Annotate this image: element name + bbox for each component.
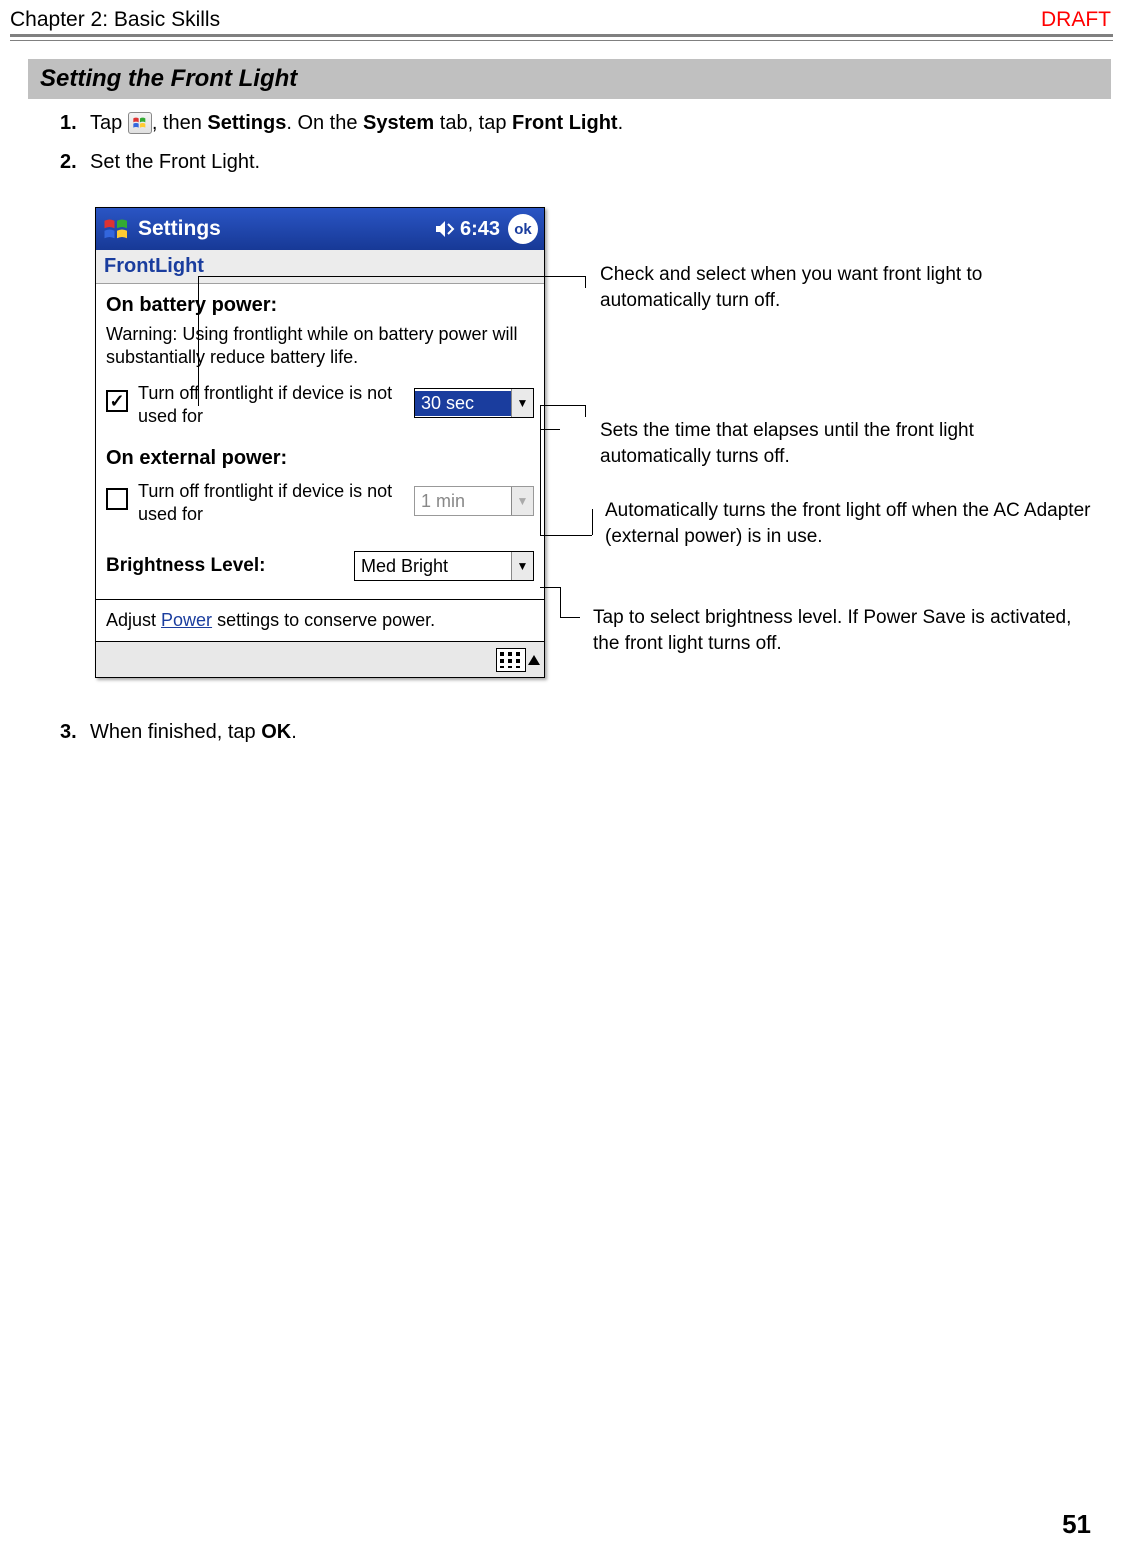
step-text: When finished, tap OK. [90,718,1101,747]
battery-timeout-label: Turn off frontlight if device is not use… [138,382,406,427]
brightness-row: Brightness Level: Med Bright ▼ [96,535,544,599]
start-icon [128,112,152,134]
page-header: Chapter 2: Basic Skills DRAFT [0,0,1121,34]
text-bold: Settings [207,112,286,134]
chevron-down-icon: ▼ [511,552,533,580]
footer-hint: Adjust Power settings to conserve power. [96,599,544,641]
callout-2: Sets the time that elapses until the fro… [600,418,1090,469]
battery-timeout-dropdown[interactable]: 30 sec ▼ [414,388,534,418]
callout-1: Check and select when you want front lig… [600,262,1080,313]
callout-4: Tap to select brightness level. If Power… [593,605,1093,656]
section-heading: Setting the Front Light [28,59,1111,99]
text-bold: Front Light [512,112,618,134]
text-fragment: tab, tap [434,112,512,134]
text-bold: OK [261,721,291,743]
speaker-icon[interactable] [434,219,456,239]
chevron-down-icon: ▼ [511,487,533,515]
text-fragment: When finished, tap [90,721,261,743]
text-bold: System [363,112,434,134]
page-number: 51 [1062,1509,1091,1540]
brightness-dropdown[interactable]: Med Bright ▼ [354,551,534,581]
ok-button[interactable]: ok [508,214,538,244]
step-1: 1. Tap , then Settings. On the System ta… [60,109,1101,138]
callout-line [540,405,585,406]
bottom-bar [96,641,544,677]
chevron-down-icon: ▼ [511,389,533,417]
external-timeout-checkbox[interactable] [106,488,128,510]
external-timeout-label: Turn off frontlight if device is not use… [138,480,406,525]
battery-timeout-row: ✓ Turn off frontlight if device is not u… [96,376,544,437]
callout-line [198,276,585,277]
external-timeout-dropdown[interactable]: 1 min ▼ [414,486,534,516]
battery-warning-text: Warning: Using frontlight while on batte… [96,321,544,376]
callout-line [540,429,560,430]
battery-section-label: On battery power: [96,284,544,321]
text-fragment: . On the [286,112,363,134]
callout-line [540,535,592,536]
header-rule [10,34,1113,37]
external-timeout-row: Turn off frontlight if device is not use… [96,474,544,535]
step-3: 3. When finished, tap OK. [60,718,1101,747]
step-number: 2. [60,148,90,177]
header-rule-thin [10,40,1113,41]
start-icon[interactable] [102,214,132,244]
step-text: Set the Front Light. [90,148,1101,177]
device-screenshot: Settings 6:43 ok FrontLight On battery p… [95,207,545,678]
external-section-label: On external power: [96,437,544,474]
callout-line [540,405,541,535]
figure-row: Settings 6:43 ok FrontLight On battery p… [95,207,1121,678]
text-fragment: . [618,112,624,134]
step-text: Tap , then Settings. On the System tab, … [90,109,1101,138]
step-number: 1. [60,109,90,138]
dropdown-value: 1 min [415,489,511,514]
text-fragment: Adjust [106,610,161,630]
callout-line [560,617,580,618]
callout-line [540,587,560,588]
step-list: 1. Tap , then Settings. On the System ta… [60,109,1101,177]
step-2: 2. Set the Front Light. [60,148,1101,177]
step-number: 3. [60,718,90,747]
callout-line [592,509,593,535]
callout-line [198,276,199,406]
keyboard-icon[interactable] [496,648,526,672]
callout-line [585,276,586,288]
step-list-continued: 3. When finished, tap OK. [60,718,1101,747]
titlebar-title: Settings [138,217,434,241]
chapter-title: Chapter 2: Basic Skills [10,8,220,32]
draft-watermark: DRAFT [1041,8,1111,32]
battery-timeout-checkbox[interactable]: ✓ [106,390,128,412]
power-link[interactable]: Power [161,610,212,630]
app-name: FrontLight [96,250,544,284]
dropdown-value: 30 sec [415,391,511,416]
callout-line [585,405,586,417]
clock[interactable]: 6:43 [460,218,500,241]
brightness-label: Brightness Level: [106,555,346,577]
dropdown-value: Med Bright [355,554,511,579]
text-fragment: Tap [90,112,128,134]
text-fragment: , then [152,112,208,134]
callout-line [560,587,561,617]
callout-3: Automatically turns the front light off … [605,498,1105,549]
sip-up-icon[interactable] [528,655,540,665]
text-fragment: . [291,721,297,743]
titlebar: Settings 6:43 ok [96,208,544,250]
text-fragment: settings to conserve power. [212,610,435,630]
